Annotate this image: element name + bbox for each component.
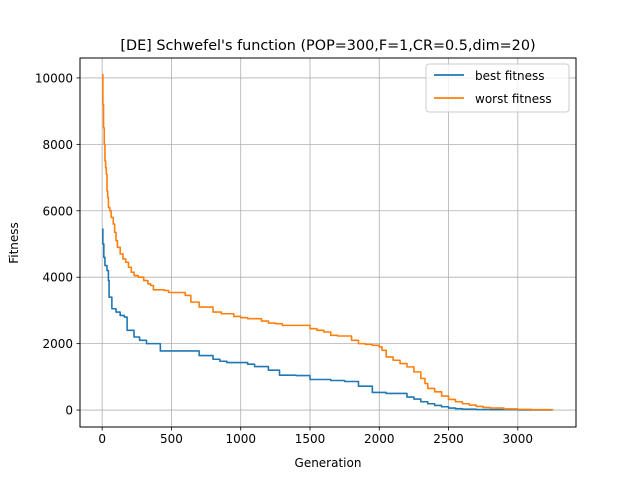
x-tick-label: 1500 (295, 432, 326, 446)
series-line-worst-fitness (102, 73, 554, 411)
grid (80, 58, 576, 427)
legend-label-best-fitness: best fitness (475, 69, 545, 83)
x-axis: 0 500 1000 1500 2000 2500 3000 (98, 427, 533, 446)
legend: best fitness worst fitness (425, 63, 570, 113)
x-tick-label: 2000 (364, 432, 395, 446)
y-axis: 0 2000 4000 6000 8000 10000 (35, 71, 80, 418)
y-tick-label: 6000 (42, 204, 73, 218)
legend-frame (425, 63, 570, 113)
legend-label-worst-fitness: worst fitness (475, 92, 552, 106)
y-tick-label: 2000 (42, 337, 73, 351)
x-tick-label: 1000 (225, 432, 256, 446)
x-tick-label: 3000 (503, 432, 534, 446)
plot-series (102, 73, 554, 411)
y-axis-label: Fitness (7, 222, 21, 264)
y-tick-label: 0 (65, 404, 73, 418)
chart-title: [DE] Schwefel's function (POP=300,F=1,CR… (120, 38, 535, 54)
y-tick-label: 8000 (42, 138, 73, 152)
y-tick-label: 10000 (35, 71, 73, 85)
series-line-best-fitness (102, 228, 554, 411)
y-tick-label: 4000 (42, 271, 73, 285)
x-tick-label: 0 (98, 432, 106, 446)
x-axis-label: Generation (295, 456, 362, 470)
x-tick-label: 500 (160, 432, 183, 446)
plot-frame (79, 57, 577, 428)
x-tick-label: 2500 (433, 432, 464, 446)
